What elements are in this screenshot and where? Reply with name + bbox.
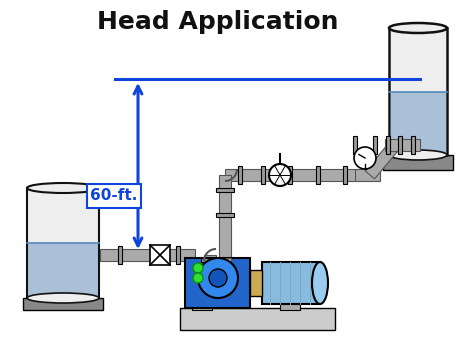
Bar — [353, 136, 357, 154]
Bar — [365, 141, 400, 179]
Bar — [262, 262, 320, 304]
Bar — [373, 136, 377, 154]
Bar — [176, 246, 180, 264]
Bar — [238, 166, 242, 184]
Bar — [219, 258, 231, 295]
Bar — [398, 136, 402, 154]
Bar — [219, 175, 231, 295]
Circle shape — [354, 147, 376, 169]
Bar — [316, 166, 320, 184]
Bar — [216, 188, 234, 192]
Bar — [385, 139, 420, 151]
Ellipse shape — [269, 164, 291, 186]
Text: 60-ft.: 60-ft. — [91, 188, 137, 204]
Bar — [390, 92, 446, 155]
Circle shape — [193, 273, 203, 283]
Bar — [288, 166, 292, 184]
Circle shape — [198, 258, 238, 298]
Bar — [180, 308, 335, 330]
Bar — [355, 169, 380, 181]
FancyBboxPatch shape — [87, 184, 141, 208]
Bar — [27, 188, 99, 298]
Bar — [150, 246, 154, 264]
Bar — [150, 245, 170, 265]
Bar — [28, 243, 98, 298]
Bar — [225, 169, 360, 181]
Ellipse shape — [27, 293, 99, 303]
Bar — [100, 249, 195, 261]
Bar — [192, 296, 212, 310]
Bar — [118, 246, 122, 264]
Bar — [389, 28, 447, 155]
Bar — [23, 298, 103, 310]
Bar — [204, 255, 216, 295]
Bar — [216, 213, 234, 217]
Bar — [201, 273, 219, 277]
Bar — [185, 258, 250, 308]
Bar — [280, 296, 300, 310]
Bar — [411, 136, 415, 154]
Ellipse shape — [389, 150, 447, 160]
Ellipse shape — [389, 23, 447, 33]
Bar — [201, 283, 219, 287]
Circle shape — [209, 269, 227, 287]
Bar — [383, 155, 453, 170]
Bar — [386, 136, 390, 154]
Bar — [250, 270, 262, 296]
Circle shape — [193, 263, 203, 273]
Text: Head Application: Head Application — [97, 10, 339, 34]
Ellipse shape — [312, 262, 328, 304]
Ellipse shape — [27, 183, 99, 193]
Bar — [201, 258, 219, 262]
Bar — [261, 166, 265, 184]
Bar — [343, 166, 347, 184]
